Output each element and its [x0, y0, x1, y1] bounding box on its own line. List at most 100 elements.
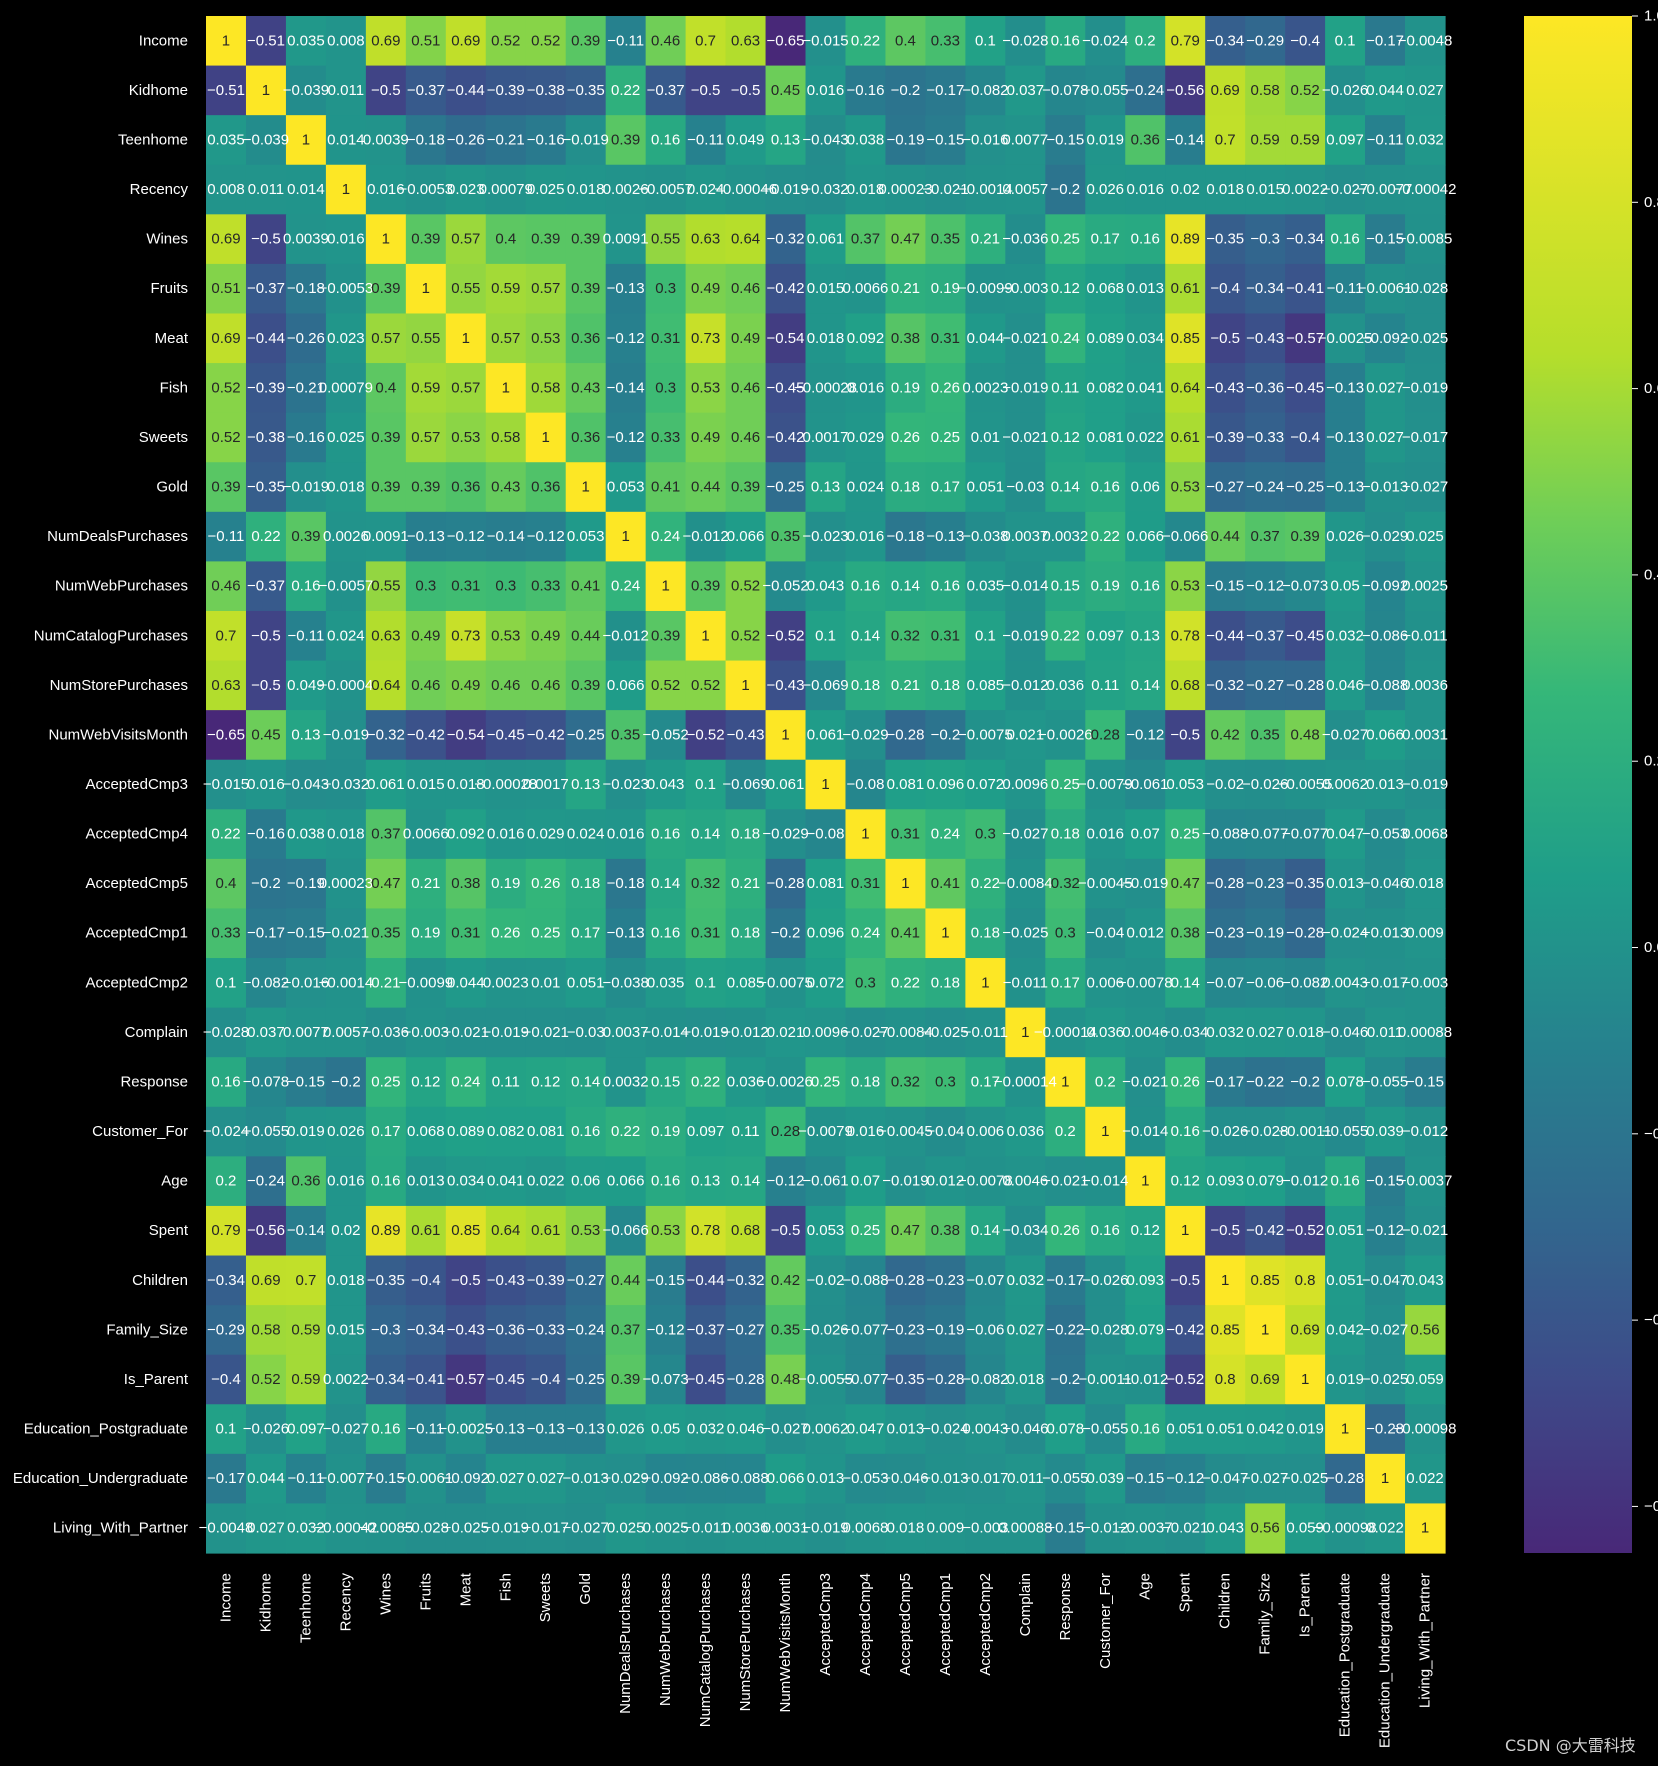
- cell-annotation: 0.059: [1406, 1371, 1444, 1388]
- heatmap-cell-Meat-Living_With_Partner: [1405, 313, 1446, 364]
- y-tick-label: AcceptedCmp4: [85, 826, 188, 843]
- heatmap-cell-NumDealsPurchases-AcceptedCmp5: [885, 511, 927, 562]
- y-tick-label: Sweets: [139, 429, 188, 446]
- heatmap-cell-Fruits-Gold: [565, 263, 607, 315]
- cell-annotation: 0.068: [1086, 280, 1124, 297]
- cell-annotation: 0.068: [407, 1123, 445, 1140]
- cell-annotation: −0.24: [1246, 479, 1284, 496]
- cell-annotation: 1: [422, 280, 430, 297]
- heatmap-cell-NumWebVisitsMonth-Age: [1125, 710, 1166, 761]
- cell-annotation: 0.2: [1135, 32, 1156, 49]
- cell-annotation: 0.097: [287, 1421, 325, 1438]
- cell-annotation: 0.096: [927, 776, 965, 793]
- cell-annotation: −0.28: [1286, 677, 1324, 694]
- cell-annotation: 0.57: [451, 231, 480, 248]
- heatmap-cell-Sweets-Fish: [485, 412, 527, 463]
- heatmap-cell-AcceptedCmp2-NumWebPurchases: [645, 958, 687, 1009]
- cell-annotation: 0.43: [571, 379, 600, 396]
- heatmap-cell-Gold-AcceptedCmp3: [805, 462, 847, 513]
- cell-annotation: −0.055: [1082, 82, 1128, 99]
- cell-annotation: 0.49: [691, 429, 720, 446]
- y-tick-label: NumWebVisitsMonth: [49, 726, 189, 743]
- cell-annotation: 0.0031: [1402, 726, 1448, 743]
- heatmap-cell-AcceptedCmp3-NumWebVisitsMonth: [765, 759, 807, 810]
- cell-annotation: −0.27: [567, 1272, 605, 1289]
- heatmap-cell-Is_Parent-Complain: [1005, 1354, 1046, 1405]
- heatmap-cell-Education_Postgraduate-AcceptedCmp2: [965, 1404, 1006, 1455]
- cell-annotation: −0.066: [603, 1222, 649, 1239]
- cell-annotation: 1: [941, 925, 949, 942]
- heatmap-cell-Children-Living_With_Partner: [1405, 1255, 1446, 1306]
- cell-annotation: 1: [821, 776, 829, 793]
- heatmap-cell-Spent-Kidhome: [245, 1205, 287, 1257]
- heatmap-cell-AcceptedCmp3-Fruits: [405, 759, 447, 810]
- cell-annotation: −0.003: [403, 1024, 449, 1041]
- heatmap-cell-Fish-AcceptedCmp4: [845, 363, 887, 414]
- heatmap-cell-Children-AcceptedCmp1: [925, 1255, 966, 1306]
- cell-annotation: −0.0061: [1358, 280, 1413, 297]
- heatmap-cell-NumDealsPurchases-Fruits: [405, 511, 447, 562]
- heatmap-cell-Sweets-Meat: [445, 412, 487, 463]
- heatmap-cell-Living_With_Partner-Wines: [365, 1503, 407, 1554]
- cell-annotation: −0.026: [802, 1321, 848, 1338]
- heatmap-cell-NumWebPurchases-AcceptedCmp4: [845, 561, 887, 612]
- cell-annotation: −0.65: [207, 726, 245, 743]
- cell-annotation: 0.24: [851, 925, 880, 942]
- cell-annotation: 0.4: [375, 379, 396, 396]
- cell-annotation: 0.49: [731, 330, 760, 347]
- heatmap-cell-Spent-Spent: [1165, 1205, 1206, 1257]
- heatmap-cell-Age-Children: [1205, 1156, 1246, 1207]
- heatmap-cell-Education_Undergraduate-AcceptedCmp3: [805, 1453, 847, 1505]
- cell-annotation: −0.17: [207, 1470, 245, 1487]
- cell-annotation: 1: [302, 131, 310, 148]
- cell-annotation: −0.019: [483, 1520, 529, 1537]
- cell-annotation: 0.082: [487, 1123, 525, 1140]
- heatmap-cell-NumWebVisitsMonth-NumStorePurchases: [725, 710, 767, 761]
- cell-annotation: 0.36: [1131, 131, 1160, 148]
- heatmap-cell-Wines-NumWebPurchases: [645, 214, 687, 265]
- cell-annotation: 0.019: [1286, 1421, 1324, 1438]
- heatmap-cell-Fruits-Is_Parent: [1285, 263, 1326, 315]
- cell-annotation: 0.0032: [1042, 528, 1088, 545]
- cell-annotation: 0.35: [931, 231, 960, 248]
- heatmap-cell-Age-Is_Parent: [1285, 1156, 1326, 1207]
- cell-annotation: 0.39: [531, 231, 560, 248]
- heatmap-cell-AcceptedCmp5-AcceptedCmp4: [845, 858, 887, 910]
- heatmap-cell-AcceptedCmp4-NumWebVisitsMonth: [765, 809, 807, 860]
- heatmap-cell-NumWebPurchases-NumCatalogPurchases: [685, 561, 727, 612]
- cell-annotation: 0.16: [851, 578, 880, 595]
- cell-annotation: −0.0037: [1398, 1173, 1453, 1190]
- heatmap-cell-Recency-Sweets: [525, 164, 567, 215]
- y-tick-label: Recency: [130, 181, 189, 198]
- x-tick-label: Income: [217, 1573, 234, 1622]
- heatmap-cell-Fruits-Education_Postgraduate: [1325, 263, 1366, 315]
- heatmap-cell-Sweets-AcceptedCmp4: [845, 412, 887, 463]
- cell-annotation: 0.17: [1091, 231, 1120, 248]
- cell-annotation: 0.14: [651, 875, 680, 892]
- heatmap-cell-Family_Size-Education_Postgraduate: [1325, 1305, 1366, 1356]
- cell-annotation: −0.28: [926, 1371, 964, 1388]
- heatmap-cell-NumWebPurchases-Spent: [1165, 561, 1206, 612]
- cell-annotation: −0.027: [1242, 1470, 1288, 1487]
- heatmap-cell-Age-AcceptedCmp2: [965, 1156, 1006, 1207]
- cell-annotation: 0.41: [651, 479, 680, 496]
- cell-annotation: 0.032: [287, 1520, 325, 1537]
- heatmap-cell-Complain-AcceptedCmp5: [885, 1007, 927, 1058]
- cell-annotation: 0.14: [691, 826, 720, 843]
- heatmap-cell-Is_Parent-NumWebVisitsMonth: [765, 1354, 807, 1405]
- heatmap-cell-Is_Parent-Teenhome: [285, 1354, 327, 1405]
- cell-annotation: 0.049: [727, 131, 765, 148]
- cell-annotation: 0.016: [367, 181, 405, 198]
- cell-annotation: 0.0062: [1322, 776, 1368, 793]
- cell-annotation: 0.17: [931, 479, 960, 496]
- cell-annotation: −0.0084: [998, 875, 1053, 892]
- cell-annotation: −0.11: [687, 131, 724, 148]
- heatmap-cell-Living_With_Partner-AcceptedCmp3: [805, 1503, 847, 1554]
- heatmap-cell-Complain-Kidhome: [245, 1007, 287, 1058]
- cell-annotation: 0.53: [531, 330, 560, 347]
- heatmap-cell-Education_Postgraduate-Customer_For: [1085, 1404, 1126, 1455]
- cell-annotation: −0.13: [527, 1421, 565, 1438]
- cell-annotation: −0.14: [487, 528, 525, 545]
- heatmap-cell-Education_Undergraduate-Recency: [325, 1453, 367, 1505]
